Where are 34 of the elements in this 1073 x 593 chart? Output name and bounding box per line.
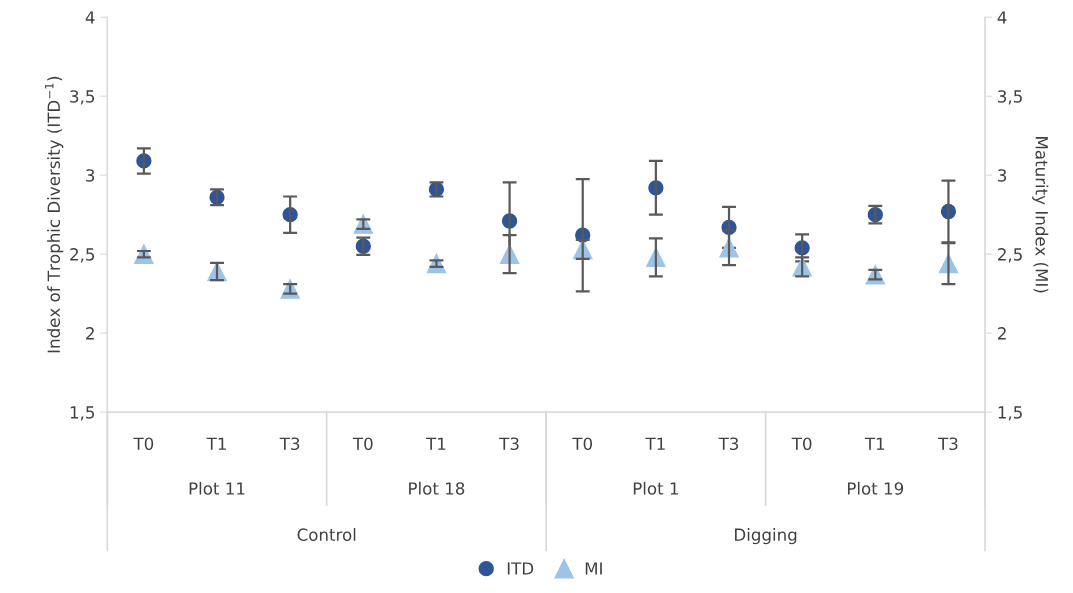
text: Plot 18 (409, 481, 465, 495)
x-tick-label: T1 (206, 437, 226, 450)
x-tick-label: T0 (572, 437, 593, 451)
y2-tick-label: 3 (998, 169, 1007, 182)
text: Plot 11 (189, 481, 245, 495)
x-tick-label: T3 (718, 437, 739, 451)
text: Plot 1 (633, 481, 678, 495)
text: Digging (735, 528, 797, 545)
x-tick-label: T3 (938, 437, 958, 451)
y2-tick-label: 3,5 (998, 90, 1022, 105)
y-tick-label: 2,5 (70, 248, 95, 263)
x-tick-label: T1 (426, 437, 446, 450)
y2-axis-title: Maturity Index (MI) (1032, 137, 1049, 293)
y-tick-label: 1,5 (70, 406, 95, 421)
text: Control (297, 528, 356, 541)
y-tick-label: 3,5 (70, 90, 95, 105)
y-tick-label: 3 (86, 169, 95, 182)
y-axis-title: Index of Trophic Diversity (ITD$^{−1}$) (44, 76, 64, 353)
legend-label: MI (585, 562, 602, 575)
x-tick-label: T1 (864, 437, 885, 450)
y2-tick-label: 2,5 (998, 248, 1022, 263)
y-tick-label: 4 (85, 11, 95, 24)
y-tick-label: 2 (86, 327, 94, 340)
text: Plot 19 (847, 481, 904, 495)
x-tick-label: T3 (499, 437, 519, 451)
x-tick-label: T0 (791, 437, 812, 451)
x-tick-label: T3 (279, 437, 300, 451)
x-tick-label: T1 (645, 437, 665, 450)
x-tick-label: T0 (352, 437, 373, 451)
legend-label: ITD (507, 562, 534, 575)
y2-tick-label: 4 (997, 11, 1007, 24)
y2-tick-label: 2 (998, 327, 1006, 340)
y2-tick-label: 1,5 (998, 406, 1022, 421)
x-tick-label: T0 (133, 437, 154, 451)
